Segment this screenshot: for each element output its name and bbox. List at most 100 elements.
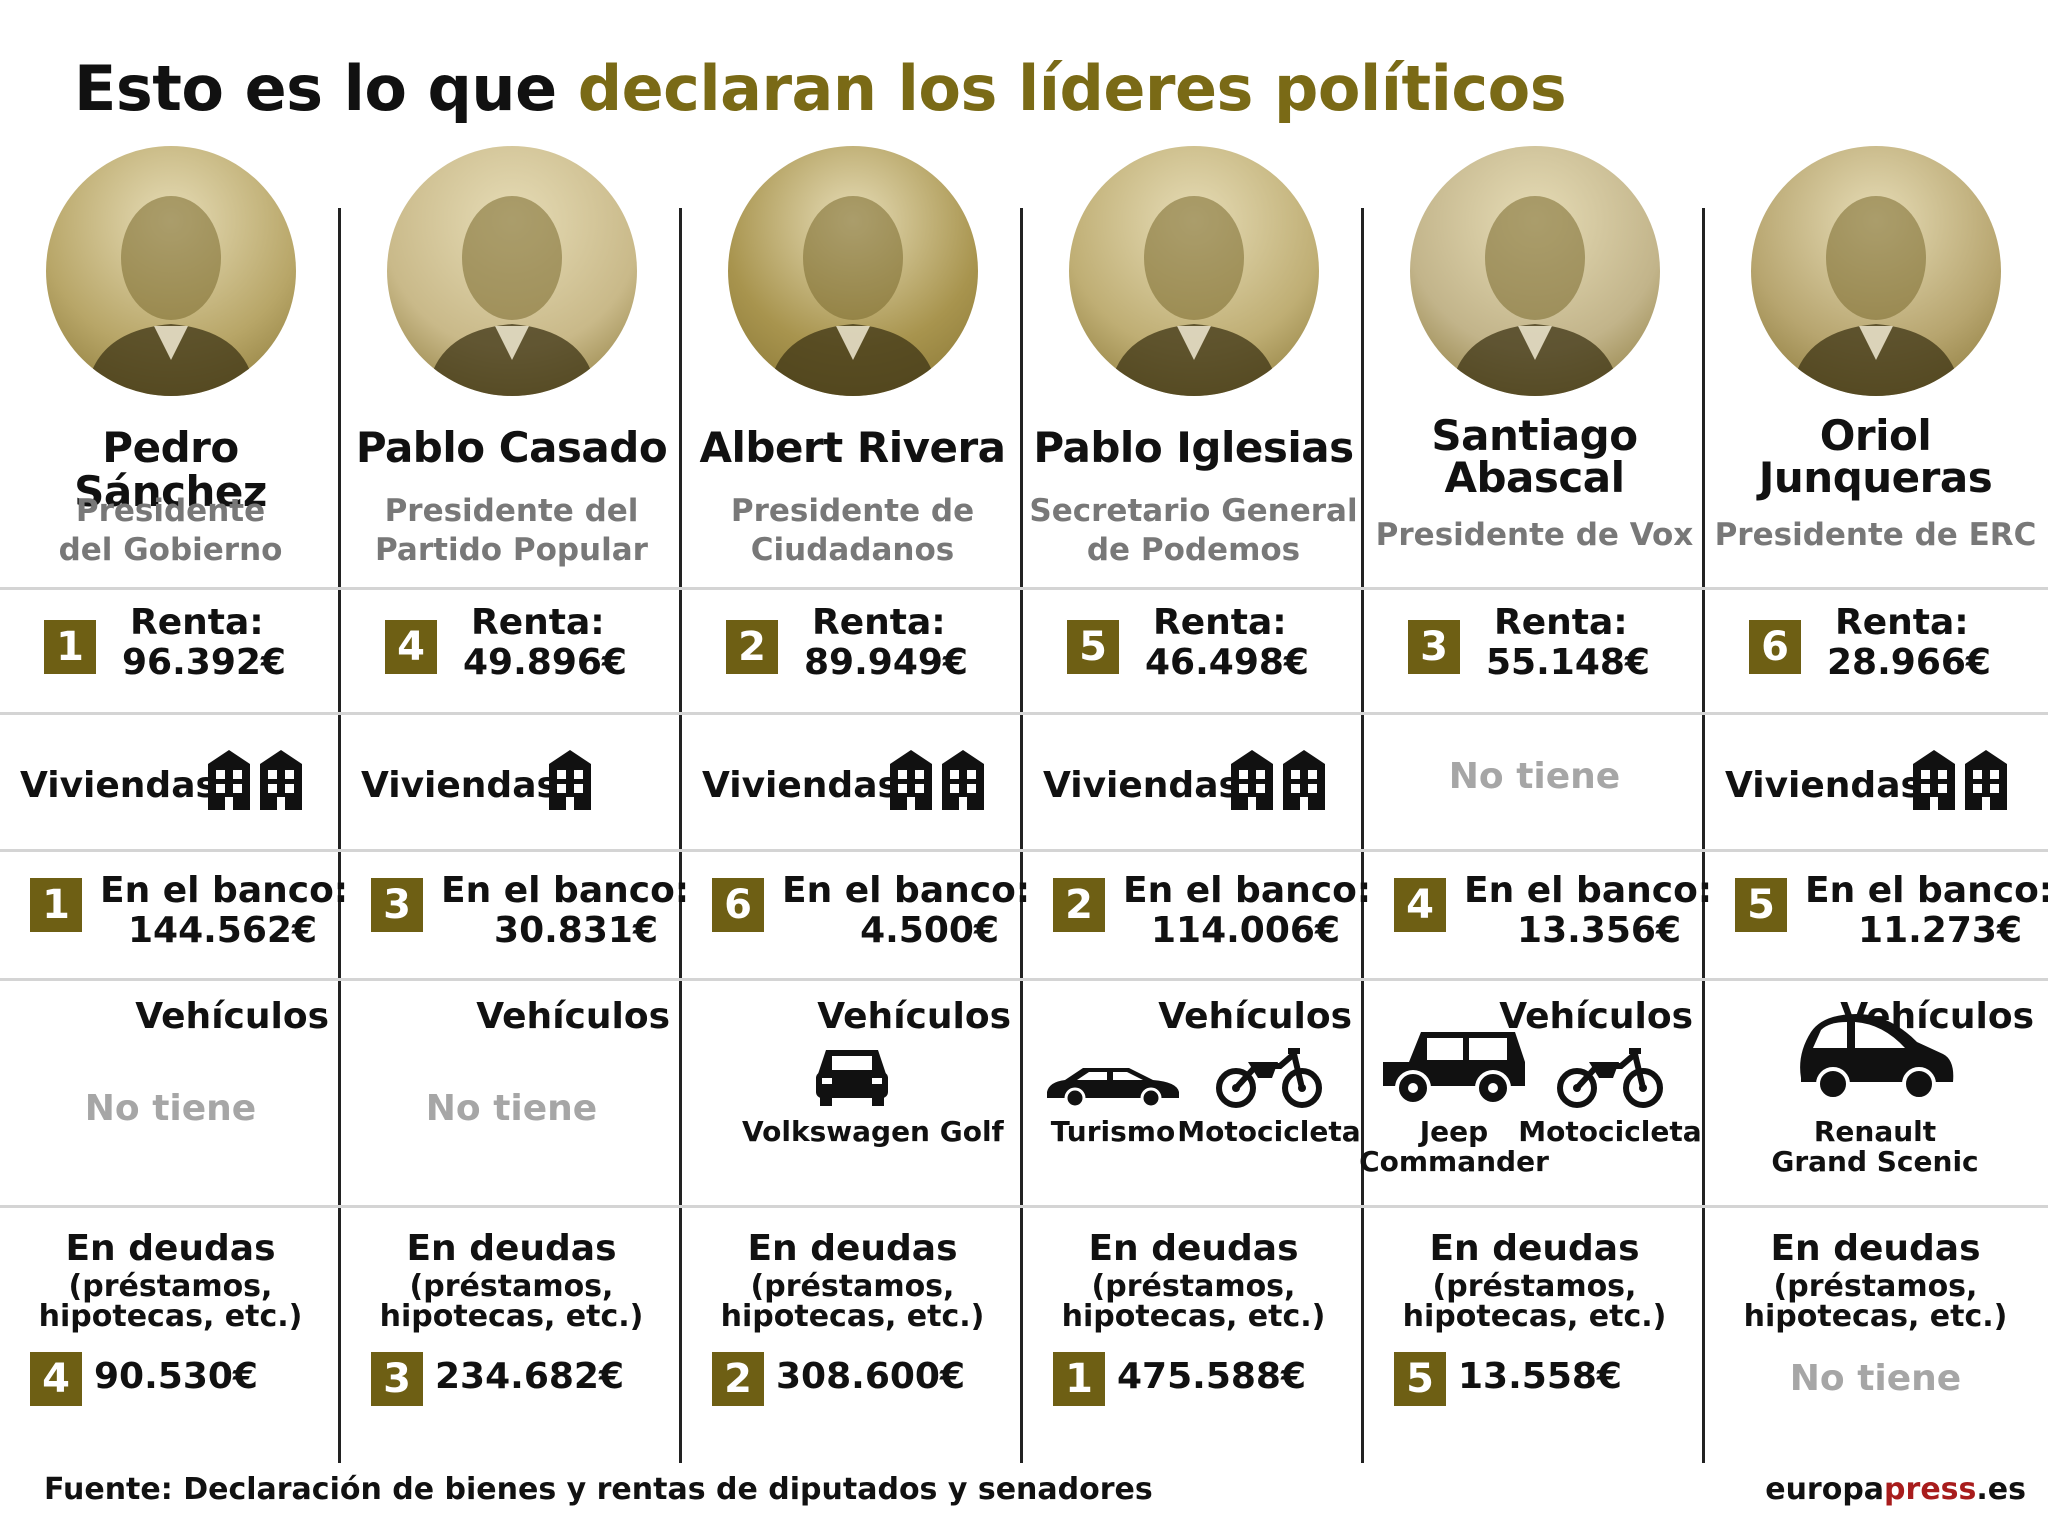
renta-value: 96.392€	[122, 642, 286, 683]
column-divider	[679, 208, 682, 1463]
leader-column: Santiago Abascal Presidente de Vox 3 Renta: 5…	[1359, 0, 1712, 1470]
deudas-value: 13.558€	[1458, 1356, 1622, 1397]
banco-value: 4.500€	[860, 910, 999, 951]
banco-value: 13.356€	[1517, 910, 1681, 951]
house-icon	[206, 748, 252, 812]
leader-role-line2: de Podemos	[1086, 532, 1301, 568]
leader-column: Albert Rivera Presidente de Ciudadanos 2 Ren…	[682, 0, 1030, 1470]
motorcycle-icon	[1555, 1042, 1665, 1112]
banco-label: En el banco:	[1805, 870, 2048, 911]
column-divider	[1361, 208, 1364, 1463]
leader-name-line2: Abascal	[1444, 453, 1625, 502]
title-part1: Esto es lo que	[74, 52, 578, 125]
motorcycle-icon	[1214, 1042, 1324, 1112]
renta-value: 49.896€	[463, 642, 627, 683]
deudas-sub1: (préstamos,	[750, 1269, 955, 1304]
viviendas-label: Viviendas	[702, 765, 899, 806]
leader-column: Pablo Iglesias Secretario General de Podem…	[1023, 0, 1371, 1470]
row-divider	[0, 978, 2048, 981]
banco-rank-badge: 3	[371, 878, 423, 932]
deudas-value: 90.530€	[94, 1356, 258, 1397]
vehicle-name-line2: Grand Scenic	[1771, 1145, 1979, 1178]
vehicle-name-line2: Commander	[1359, 1145, 1549, 1178]
leader-name: Santiago	[1431, 411, 1638, 460]
deudas-sub1: (préstamos,	[68, 1269, 273, 1304]
renta-value: 28.966€	[1827, 642, 1991, 683]
leader-column: Oriol Junqueras Presidente de ERC 6 Renta: 28…	[1705, 0, 2048, 1470]
deudas-rank-badge: 2	[712, 1352, 764, 1406]
renta-rank-badge: 3	[1408, 620, 1460, 674]
leader-name: Pablo Casado	[355, 423, 668, 472]
house-icon	[1229, 748, 1275, 812]
page-title: Esto es lo que declaran los líderes polí…	[74, 52, 1567, 125]
leader-role: Secretario General	[1029, 493, 1358, 529]
column-divider	[1020, 208, 1023, 1463]
banco-rank-badge: 4	[1394, 878, 1446, 932]
portrait-photo	[1409, 146, 1660, 396]
leader-column: Pedro Sánchez Presidente del Gobierno 1 Rent…	[0, 0, 348, 1470]
viviendas-none: No tiene	[1448, 756, 1621, 797]
vehiculos-label: Vehículos	[1499, 996, 1693, 1037]
renta-label: Renta:	[471, 602, 605, 643]
renta-label: Renta:	[1494, 602, 1628, 643]
banco-rank-badge: 5	[1735, 878, 1787, 932]
portrait-photo	[727, 146, 978, 396]
leader-role: Presidente del	[384, 493, 639, 529]
vehiculos-none: No tiene	[84, 1088, 257, 1129]
car-rear-icon	[812, 1044, 892, 1112]
banco-value: 30.831€	[494, 910, 658, 951]
renta-rank-badge: 1	[44, 620, 96, 674]
deudas-sub2: hipotecas, etc.)	[379, 1299, 644, 1334]
renta-value: 55.148€	[1486, 642, 1650, 683]
banco-label: En el banco:	[1464, 870, 1713, 911]
deudas-label: En deudas	[406, 1228, 617, 1269]
leader-role: Presidente de Vox	[1375, 517, 1694, 553]
leader-role-line2: Partido Popular	[375, 532, 648, 568]
vehiculos-label: Vehículos	[817, 996, 1011, 1037]
deudas-sub1: (préstamos,	[1773, 1269, 1978, 1304]
house-icon	[1963, 748, 2009, 812]
leader-role-line2: del Gobierno	[58, 532, 283, 568]
title-accent: declaran los líderes políticos	[577, 52, 1567, 125]
renta-rank-badge: 6	[1749, 620, 1801, 674]
deudas-sub2: hipotecas, etc.)	[1061, 1299, 1326, 1334]
viviendas-label: Viviendas	[20, 765, 217, 806]
viviendas-label: Viviendas	[361, 765, 558, 806]
banco-value: 11.273€	[1858, 910, 2022, 951]
banco-label: En el banco:	[100, 870, 349, 911]
leader-name: Pedro Sánchez	[74, 423, 267, 516]
renta-label: Renta:	[812, 602, 946, 643]
source-note: Fuente: Declaración de bienes y rentas d…	[44, 1472, 1153, 1507]
renta-label: Renta:	[1153, 602, 1287, 643]
house-icon	[258, 748, 304, 812]
deudas-value: 475.588€	[1117, 1356, 1307, 1397]
renta-label: Renta:	[130, 602, 264, 643]
leader-name: Albert Rivera	[699, 423, 1006, 472]
deudas-sub2: hipotecas, etc.)	[1743, 1299, 2008, 1334]
deudas-sub1: (préstamos,	[1432, 1269, 1637, 1304]
leader-role-line2: Ciudadanos	[750, 532, 955, 568]
leader-role: Presidente de ERC	[1714, 517, 2037, 553]
banco-label: En el banco:	[782, 870, 1031, 911]
deudas-sub2: hipotecas, etc.)	[1402, 1299, 1667, 1334]
deudas-rank-badge: 4	[30, 1352, 82, 1406]
vehicle-name: Volkswagen Golf	[742, 1115, 1004, 1148]
brand-logo: europapress.es	[1765, 1472, 2026, 1507]
deudas-sub1: (préstamos,	[409, 1269, 614, 1304]
banco-rank-badge: 2	[1053, 878, 1105, 932]
row-divider	[0, 712, 2048, 715]
deudas-none: No tiene	[1789, 1358, 1962, 1399]
deudas-rank-badge: 3	[371, 1352, 423, 1406]
deudas-label: En deudas	[1429, 1228, 1640, 1269]
sedan-icon	[1043, 1060, 1183, 1112]
vehicle-name: Motocicleta	[1177, 1115, 1361, 1148]
house-icon	[547, 748, 593, 812]
deudas-label: En deudas	[65, 1228, 276, 1269]
renta-rank-badge: 5	[1067, 620, 1119, 674]
banco-label: En el banco:	[441, 870, 690, 911]
deudas-label: En deudas	[1088, 1228, 1299, 1269]
viviendas-label: Viviendas	[1043, 765, 1240, 806]
banco-rank-badge: 1	[30, 878, 82, 932]
leader-role: Presidente	[75, 493, 266, 529]
renta-value: 89.949€	[804, 642, 968, 683]
